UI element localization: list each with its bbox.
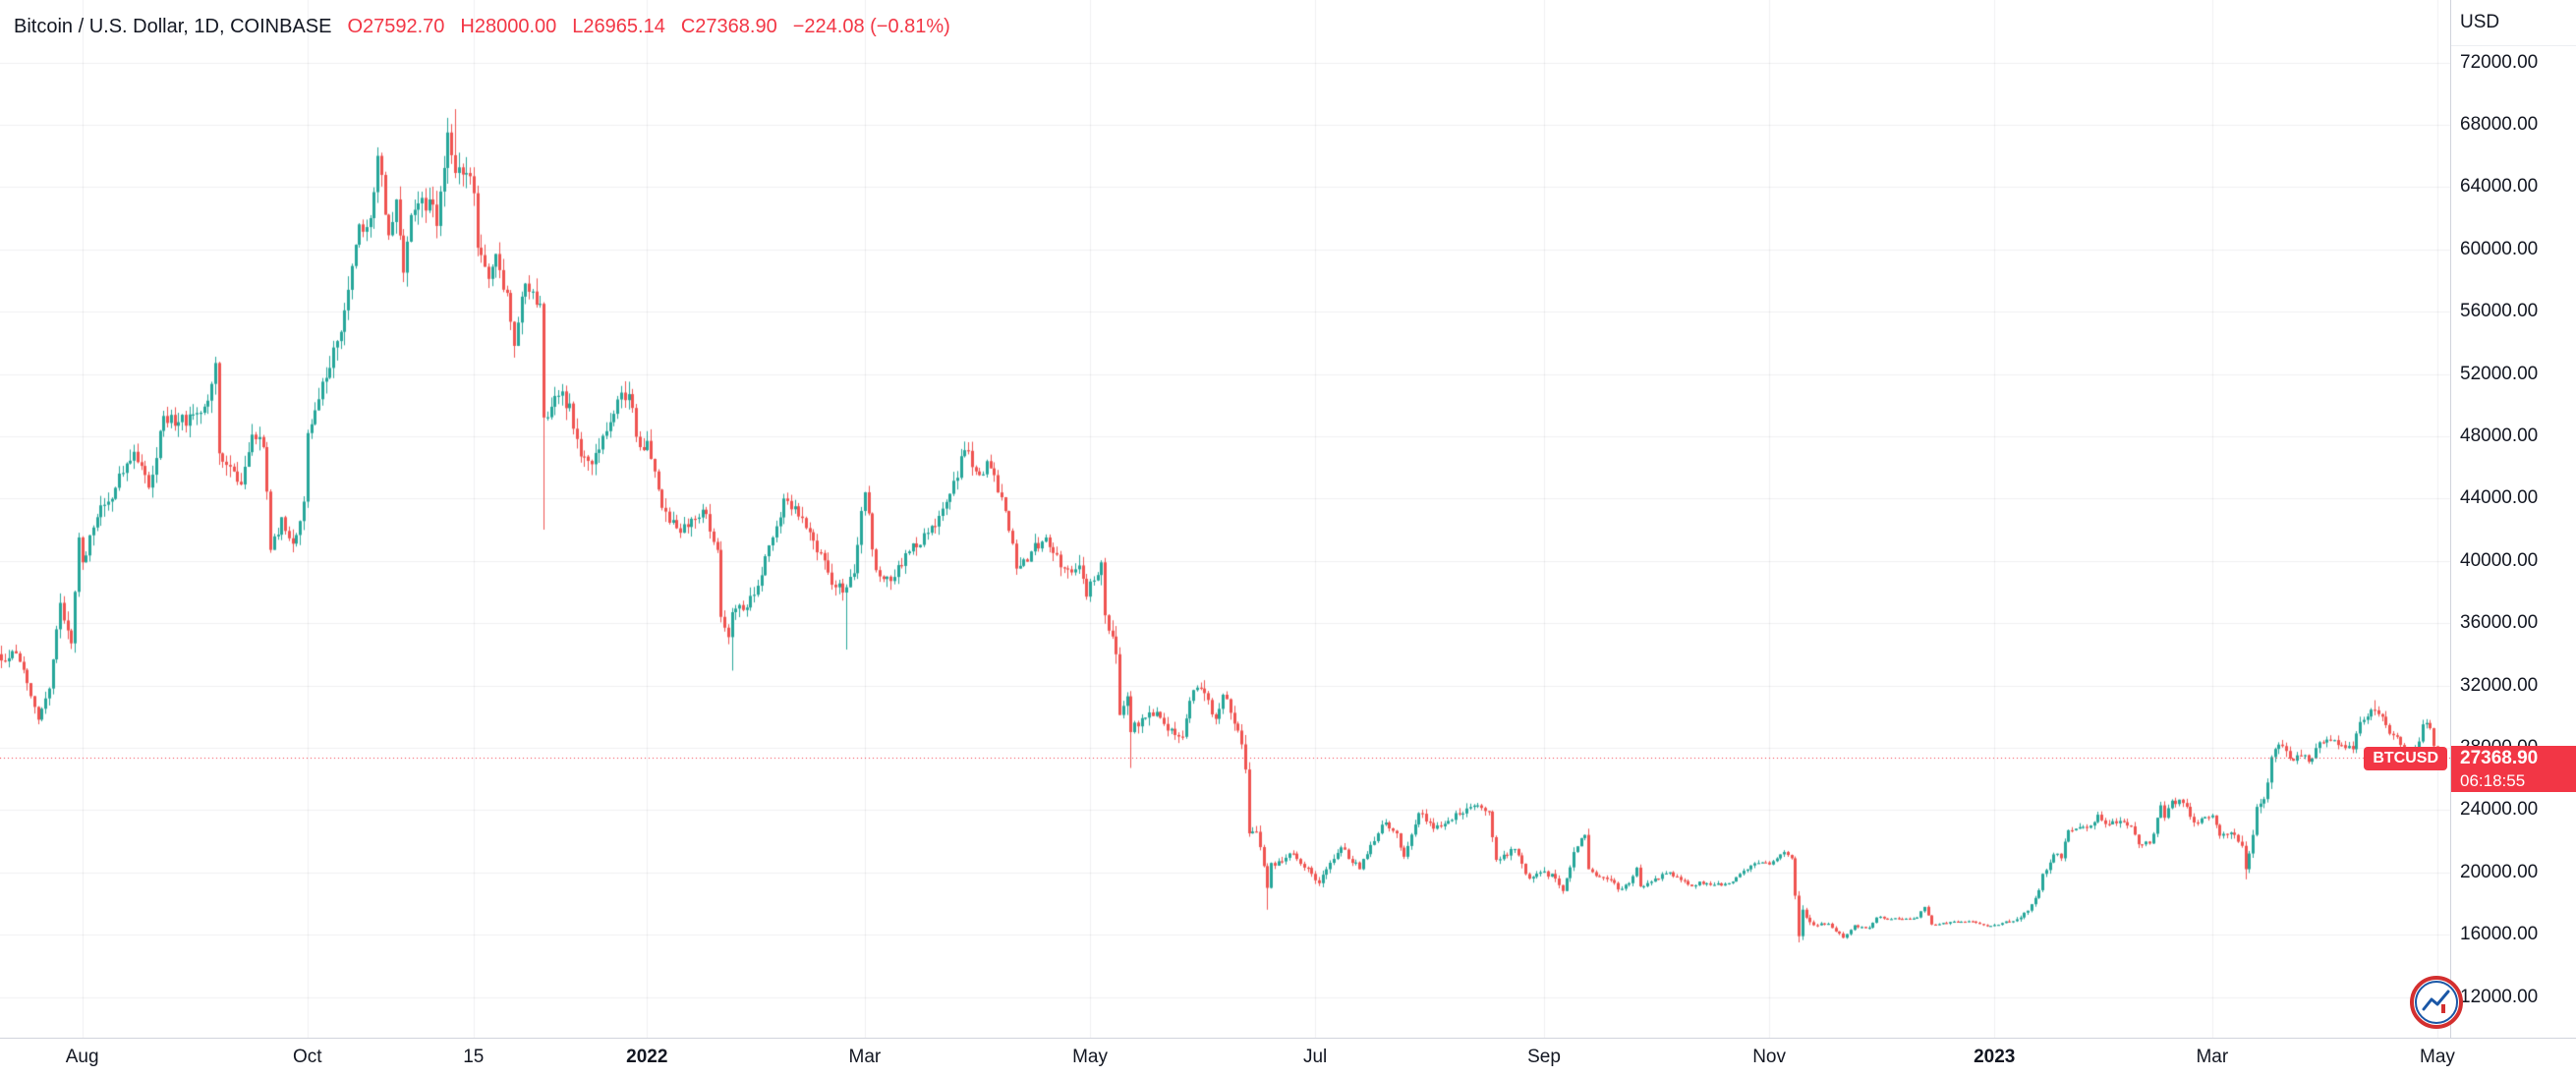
ohlc-low: L26965.14 <box>572 14 665 39</box>
time-tick-label: Oct <box>292 1047 322 1067</box>
time-tick-label: 2023 <box>1974 1047 2016 1067</box>
symbol-title[interactable]: Bitcoin / U.S. Dollar, 1D, COINBASE <box>14 16 332 37</box>
price-tick-label: 20000.00 <box>2460 861 2539 882</box>
ohlc-close-value: 27368.90 <box>695 16 777 37</box>
bar-close-countdown: 06:18:55 <box>2460 770 2526 790</box>
price-tick-label: 64000.00 <box>2460 176 2539 198</box>
time-tick-label: 2022 <box>626 1047 668 1067</box>
price-tick-label: 32000.00 <box>2460 674 2539 696</box>
price-tick-label: 72000.00 <box>2460 51 2539 73</box>
price-tick-label: 24000.00 <box>2460 799 2539 821</box>
last-price-label: 27368.90 06:18:55 <box>2451 745 2576 792</box>
exchange-logo-icon[interactable] <box>2409 975 2464 1030</box>
ohlc-close: C27368.90 <box>681 14 777 39</box>
time-axis[interactable]: Aug Oct 15 2022 Mar May Jul Sep Nov 2023 Mar May <box>0 1038 2576 1077</box>
price-tick-label: 12000.00 <box>2460 986 2539 1007</box>
ohlc-high-label: H <box>460 16 475 37</box>
time-tick-label: Mar <box>2196 1047 2229 1067</box>
time-tick-label: Aug <box>65 1047 99 1067</box>
time-tick-label: May <box>2420 1047 2455 1067</box>
currency-label: USD <box>2460 12 2500 32</box>
time-tick-label: Mar <box>848 1047 882 1067</box>
price-tick-label: 40000.00 <box>2460 549 2539 571</box>
ohlc-low-label: L <box>572 16 584 37</box>
price-tick-label: 68000.00 <box>2460 113 2539 135</box>
price-scale: 72000.00 68000.00 64000.00 60000.00 56000.00… <box>2451 0 2576 1038</box>
price-axis[interactable]: USD 72000.00 68000.00 64000.00 60000.00 5600… <box>2450 0 2576 1038</box>
price-tick-label: 36000.00 <box>2460 612 2539 634</box>
change-value: −224.08 (−0.81%) <box>792 16 950 37</box>
last-price-value: 27368.90 <box>2460 747 2539 768</box>
price-tick-label: 16000.00 <box>2460 924 2539 945</box>
price-tick-label: 56000.00 <box>2460 301 2539 322</box>
ohlc-high-value: 28000.00 <box>474 16 557 37</box>
ohlc-high: H28000.00 <box>460 14 556 39</box>
ohlc-open-label: O <box>347 16 363 37</box>
price-tick-label: 48000.00 <box>2460 425 2539 446</box>
price-tick-label: 44000.00 <box>2460 487 2539 509</box>
ohlc-open: O27592.70 <box>347 14 444 39</box>
ohlc-low-value: 26965.14 <box>583 16 665 37</box>
time-tick-label: Jul <box>1302 1047 1328 1067</box>
price-tick-label: 52000.00 <box>2460 363 2539 384</box>
symbol-legend: Bitcoin / U.S. Dollar, 1D, COINBASE O275… <box>14 14 950 39</box>
time-tick-label: Sep <box>1527 1047 1561 1067</box>
time-tick-label: 15 <box>463 1047 485 1067</box>
symbol-price-tag: BTCUSD <box>2364 746 2447 770</box>
time-tick-label: Nov <box>1752 1047 1786 1067</box>
time-tick-label: May <box>1072 1047 1108 1067</box>
ohlc-close-label: C <box>680 16 696 37</box>
currency-header: USD <box>2451 0 2576 46</box>
ohlc-open-value: 27592.70 <box>363 16 445 37</box>
price-tick-label: 60000.00 <box>2460 238 2539 259</box>
